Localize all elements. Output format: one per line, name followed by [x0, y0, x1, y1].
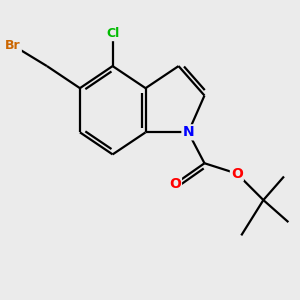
Text: Cl: Cl: [106, 27, 119, 40]
Text: O: O: [231, 167, 243, 181]
Text: O: O: [169, 177, 181, 191]
Text: N: N: [182, 125, 194, 139]
Text: Br: Br: [5, 39, 21, 52]
